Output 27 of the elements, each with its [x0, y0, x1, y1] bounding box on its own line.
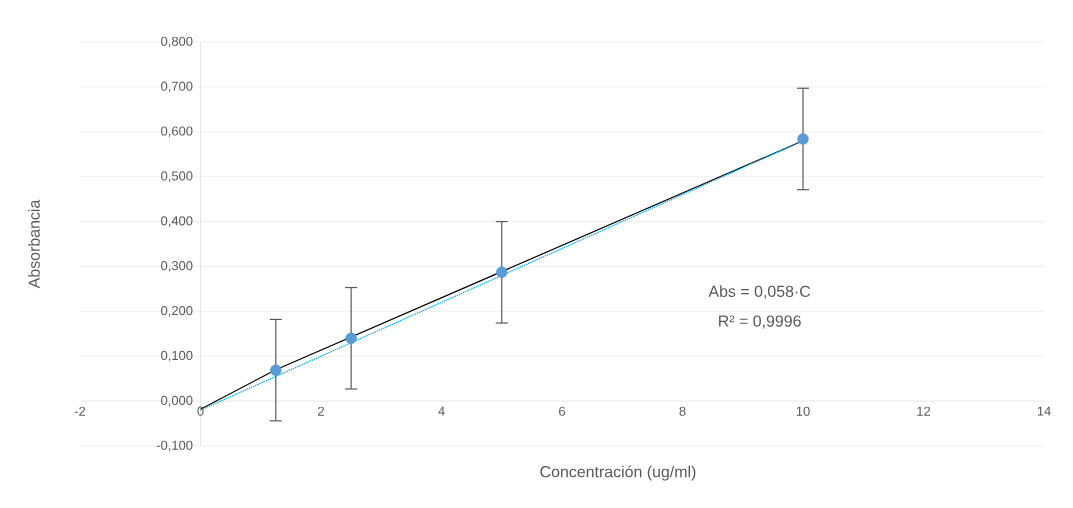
y-tick-label: 0,100: [161, 350, 193, 362]
y-tick-label: 0,700: [161, 81, 193, 93]
x-tick-label: 6: [559, 406, 566, 416]
y-tick-label: 0,300: [161, 261, 193, 272]
point: [797, 133, 809, 145]
point: [270, 364, 282, 376]
x-tick-label: 12: [917, 406, 931, 416]
y-tick-label: 0,000: [161, 395, 193, 407]
y-tick-label: -0,100: [156, 440, 193, 452]
x-tick-label: 14: [1037, 406, 1051, 416]
y-tick-label: 0,800: [161, 36, 193, 48]
y-tick-label: 0,400: [161, 216, 193, 227]
x-tick-label: 2: [318, 406, 324, 416]
point: [496, 266, 508, 278]
y-tick-label: 0,600: [161, 126, 193, 138]
x-tick-label: 10: [796, 406, 810, 416]
annotation: R² = 0,9996: [719, 315, 801, 329]
y-axis-title: Absorbancia: [28, 199, 40, 289]
annotation: Abs = 0,058·C: [708, 285, 811, 299]
x-axis-title: Concentración (ug/ml): [540, 465, 696, 481]
y-tick-label: 0,500: [161, 171, 193, 183]
x-tick-label: 0: [197, 406, 204, 416]
x-tick-label: -2: [74, 406, 86, 416]
point: [345, 332, 357, 344]
y-tick-label: 0,200: [161, 305, 193, 317]
x-tick-label: 8: [679, 406, 686, 416]
x-tick-label: 4: [438, 406, 445, 416]
